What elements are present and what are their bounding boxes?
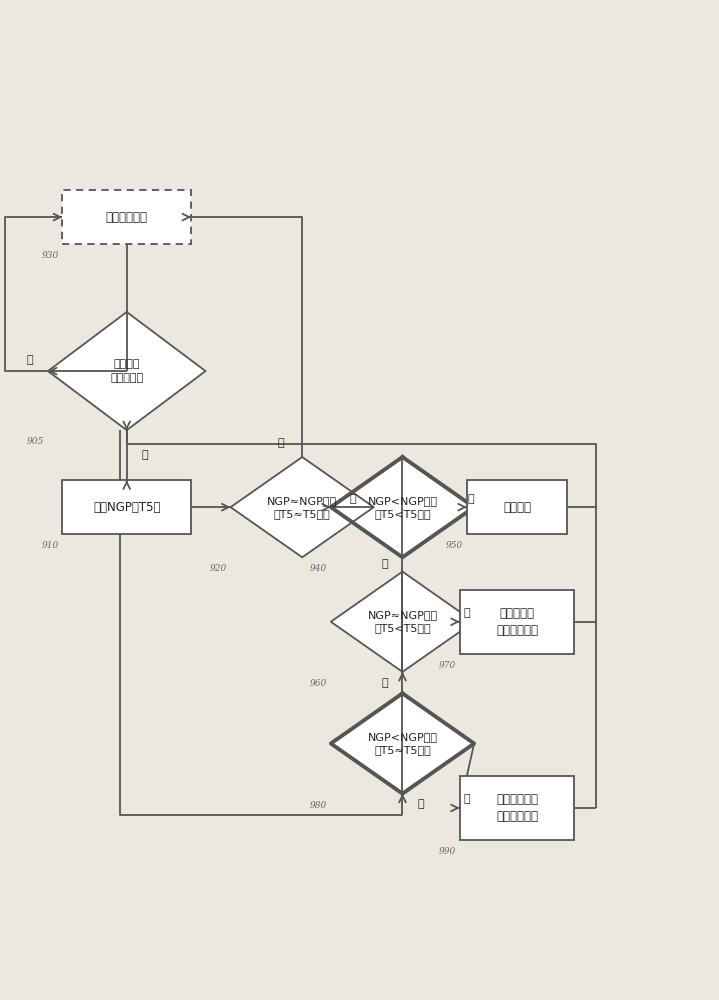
Polygon shape [331,572,474,672]
Text: 添加燃料: 添加燃料 [503,501,531,514]
FancyBboxPatch shape [459,776,574,840]
Text: NGP≈NGP最大
和T5≈T5最大: NGP≈NGP最大 和T5≈T5最大 [267,496,337,519]
Text: 905: 905 [27,437,45,446]
Text: NGP<NGP最大
和T5≈T5最大: NGP<NGP最大 和T5≈T5最大 [367,732,437,755]
Text: 是: 是 [464,794,470,804]
Text: NGP≈NGP最大
和T5<T5最大: NGP≈NGP最大 和T5<T5最大 [367,610,438,633]
Text: 否: 否 [417,799,423,809]
Text: 确定NGP和T5值: 确定NGP和T5值 [93,501,160,514]
FancyBboxPatch shape [63,480,191,534]
Text: 从气体发生
器轴移除动力: 从气体发生 器轴移除动力 [496,607,538,637]
Text: 930: 930 [42,251,59,260]
Polygon shape [331,693,474,794]
Text: 是: 是 [467,494,474,504]
FancyBboxPatch shape [459,590,574,654]
FancyBboxPatch shape [467,480,567,534]
Text: 否: 否 [381,678,388,688]
Text: 950: 950 [446,541,463,550]
Text: 否: 否 [27,355,33,365]
Text: NGP<NGP最大
和T5<T5最大: NGP<NGP最大 和T5<T5最大 [367,496,437,519]
Text: 是: 是 [142,450,148,460]
Text: 910: 910 [42,541,59,550]
Polygon shape [231,457,374,557]
Text: 维持操作参数: 维持操作参数 [106,211,147,224]
Text: 是: 是 [349,494,356,504]
Text: 990: 990 [439,847,456,856]
Text: 否: 否 [381,559,388,569]
Text: 920: 920 [210,564,227,573]
Text: 是否需要
更多动力？: 是否需要 更多动力？ [110,359,143,383]
Text: 否: 否 [278,438,284,448]
Text: 970: 970 [439,661,456,670]
Text: 940: 940 [310,564,327,573]
Polygon shape [331,457,474,557]
FancyBboxPatch shape [63,190,191,244]
Text: 是: 是 [464,608,470,618]
Text: 增加到气体发
生器轴的动力: 增加到气体发 生器轴的动力 [496,793,538,823]
Text: 960: 960 [310,679,327,688]
Polygon shape [48,312,206,430]
Text: 980: 980 [310,801,327,810]
